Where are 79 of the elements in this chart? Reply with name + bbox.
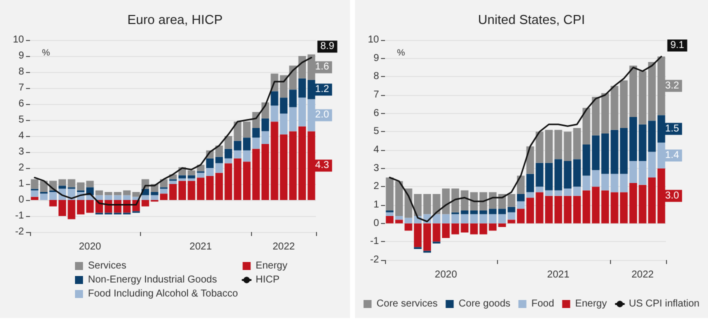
y-axis-title: %: [42, 48, 50, 58]
legend-label: US CPI inflation: [628, 298, 700, 310]
y-tick-label: -1: [370, 236, 380, 248]
y-tick-label: 8: [373, 71, 380, 82]
legend-label: Energy: [256, 260, 288, 272]
data-label: 1.2: [315, 84, 330, 96]
y-tick-label: 8: [18, 66, 24, 78]
y-tick-label: 0: [373, 218, 380, 229]
bar: [592, 170, 600, 187]
bar: [451, 188, 460, 212]
line-series: [34, 56, 312, 206]
bar: [206, 158, 214, 168]
bar: [160, 188, 168, 194]
bar: [526, 192, 534, 198]
bar: [592, 135, 600, 170]
legend-label: Food: [531, 298, 554, 310]
legend-label: Non-Energy Industrial Goods: [88, 274, 217, 286]
bar: [224, 158, 232, 164]
y-tick-label: 7: [373, 90, 380, 100]
y-tick-label: 5: [18, 114, 24, 126]
bar: [169, 180, 177, 184]
chart-title: United States, CPI: [478, 12, 585, 27]
y-tick-label: 10: [12, 34, 24, 46]
data-label: 3.0: [665, 190, 680, 202]
data-label: 9.1: [670, 40, 685, 51]
legend-label: Services: [88, 260, 126, 272]
x-tick-label: 2020: [434, 270, 458, 280]
y-tick-label: -1: [15, 210, 24, 222]
legend-label: HICP: [256, 274, 280, 286]
line-series: [388, 56, 662, 222]
y-tick-label: 9: [373, 52, 380, 64]
bar: [451, 223, 460, 234]
data-label: 1.4: [665, 150, 680, 161]
y-tick-label: -2: [370, 254, 380, 266]
bar: [592, 186, 600, 224]
x-tick-label: 2022: [272, 242, 296, 252]
bar: [132, 192, 140, 197]
y-tick-label: -2: [15, 226, 24, 238]
legend-label: Food Including Alcohol & Tobacco: [88, 288, 238, 300]
y-tick-label: 2: [18, 162, 24, 174]
y-tick-label: 10: [368, 34, 380, 46]
x-tick-label: 2021: [547, 270, 570, 280]
y-tick-label: 1: [373, 200, 380, 210]
chart-title: Euro area, HICP: [127, 12, 223, 27]
bar: [516, 176, 525, 194]
y-tick-label: 4: [373, 144, 380, 156]
data-label: 1.6: [315, 62, 330, 73]
data-label: 3.2: [665, 80, 680, 92]
legend-label: Core goods: [458, 298, 510, 310]
y-tick-label: 5: [373, 126, 380, 138]
bar: [386, 212, 394, 216]
data-label: 4.3: [315, 160, 330, 172]
y-tick-label: 2: [373, 181, 380, 192]
y-tick-label: 9: [18, 50, 24, 62]
bar: [215, 163, 223, 173]
x-tick-label: 2022: [631, 270, 654, 280]
y-tick-label: 3: [373, 162, 380, 174]
bar: [592, 96, 600, 136]
data-label: 2.0: [315, 110, 330, 121]
y-tick-label: 6: [18, 98, 24, 110]
bar: [516, 201, 525, 209]
y-tick-label: 6: [373, 108, 380, 119]
data-label: 8.9: [320, 41, 335, 52]
y-tick-label: 7: [18, 82, 24, 94]
bar: [30, 196, 38, 200]
y-axis-title: %: [397, 48, 406, 58]
y-tick-label: 0: [18, 194, 24, 206]
bar: [451, 214, 460, 224]
y-tick-label: 3: [18, 146, 24, 158]
y-tick-label: 1: [18, 178, 24, 190]
bar: [516, 194, 525, 202]
x-tick-label: 2020: [78, 242, 102, 252]
x-tick-label: 2021: [190, 242, 212, 252]
legend-label: Core services: [376, 298, 438, 310]
bar: [150, 195, 158, 200]
bar: [150, 192, 158, 196]
data-label: 1.5: [665, 123, 680, 134]
legend-label: Energy: [575, 298, 607, 310]
y-tick-label: 4: [18, 130, 24, 142]
